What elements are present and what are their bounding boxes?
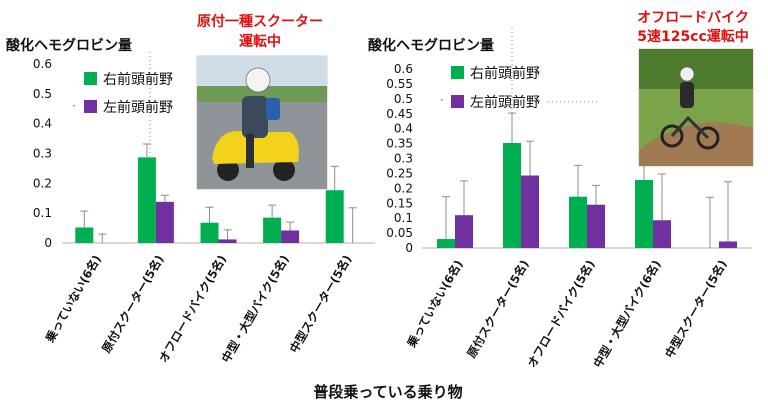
bar	[281, 230, 300, 243]
y-tick-label: 0.55	[386, 77, 413, 91]
y-tick-label: 0.3	[394, 152, 413, 166]
category-label: 原付スクーター(5名)	[99, 253, 166, 356]
y-tick-label: 0.2	[33, 176, 52, 190]
y-tick-label: 0	[44, 236, 52, 250]
bar	[587, 204, 605, 248]
y-tick-label: 0.6	[33, 57, 52, 71]
y-tick-label: 0.4	[394, 122, 413, 136]
bar	[635, 179, 653, 248]
category-label: 中型・大型バイク(6名)	[591, 258, 664, 370]
bar	[155, 201, 174, 243]
category-label: 乗っていない(6名)	[42, 253, 104, 346]
bar	[455, 215, 473, 248]
y-tick-label: 0.1	[394, 211, 413, 225]
scooter-rider-photo	[196, 55, 328, 190]
y-tick-label: 0.5	[33, 87, 52, 101]
bar	[200, 222, 219, 243]
legend-swatch-right-right	[451, 66, 464, 79]
bar	[653, 220, 671, 248]
bar	[503, 142, 521, 248]
photo-caption-right-line1: オフロードバイク	[637, 10, 749, 26]
category-label: オフロードバイク(5名)	[156, 253, 229, 365]
bar	[263, 217, 282, 243]
category-label: 中型・大型バイク(5名)	[219, 253, 292, 365]
legend-label-right-left: 右前頭前野	[103, 71, 173, 88]
bar	[325, 190, 344, 243]
y-tick-label: 0.15	[386, 196, 413, 210]
y-tick-label: 0.05	[386, 226, 413, 240]
y-tick-label: 0.25	[386, 166, 413, 180]
bar	[719, 241, 737, 248]
category-label: 原付スクーター(5名)	[464, 258, 531, 361]
bar	[521, 175, 539, 248]
y-tick-label: 0.1	[33, 206, 52, 220]
y-axis-title-left: 酸化ヘモグロビン量	[6, 37, 132, 54]
y-tick-label: 0.35	[386, 137, 413, 151]
photo-caption-left-line2: 運転中	[239, 33, 281, 50]
legend-label-left-left: 左前頭前野	[103, 99, 173, 116]
legend-dots-right: ·	[440, 93, 444, 107]
legend-left: 右前頭前野 左前頭前野 ·	[72, 71, 173, 116]
legend-label-right-right: 右前頭前野	[470, 65, 540, 82]
bar	[218, 239, 237, 243]
legend-swatch-left-right	[451, 95, 464, 108]
category-label: 乗っていない(6名)	[404, 258, 466, 351]
x-axis-title: 普段乗っている乗り物	[313, 383, 462, 401]
photo-caption-left-line1: 原付一種スクーター	[197, 13, 323, 30]
category-label: 中型スクーター(5名)	[662, 258, 729, 361]
y-tick-label: 0.3	[33, 147, 52, 161]
bar	[75, 227, 94, 243]
bar	[437, 239, 455, 248]
category-label: 中型スクーター(5名)	[287, 253, 354, 356]
legend-swatch-left-left	[84, 100, 97, 113]
y-tick-label: 0.6	[394, 62, 413, 76]
y-tick-label: 0	[405, 241, 413, 255]
y-tick-label: 0.5	[394, 92, 413, 106]
legend-label-left-right: 左前頭前野	[470, 94, 540, 111]
bar	[137, 157, 156, 243]
photo-caption-right-line2: 5速125cc運転中	[637, 28, 749, 45]
offroad-rider-photo	[638, 48, 754, 167]
y-axis-title-right: 酸化ヘモグロビン量	[368, 37, 494, 54]
legend-swatch-right-left	[84, 72, 97, 85]
category-label: オフロードバイク(5名)	[525, 258, 598, 370]
y-tick-label: 0.2	[394, 181, 413, 195]
y-tick-label: 0.4	[33, 117, 52, 131]
bar	[569, 196, 587, 248]
legend-dots-left: ·	[72, 99, 76, 113]
legend-right: 右前頭前野 左前頭前野 ·	[440, 65, 540, 111]
y-tick-label: 0.45	[386, 107, 413, 121]
